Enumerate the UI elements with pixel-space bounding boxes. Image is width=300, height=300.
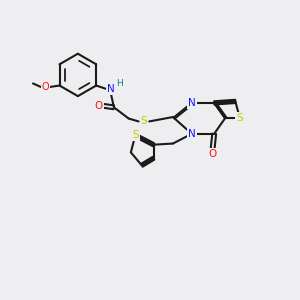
Text: N: N [107,84,115,94]
Text: S: S [236,113,243,123]
Text: N: N [188,98,196,108]
Text: S: S [141,116,147,126]
Text: O: O [42,82,49,92]
Text: O: O [94,101,103,111]
Text: S: S [132,130,139,140]
Text: N: N [188,129,196,139]
Text: H: H [116,79,123,88]
Text: O: O [208,149,217,159]
